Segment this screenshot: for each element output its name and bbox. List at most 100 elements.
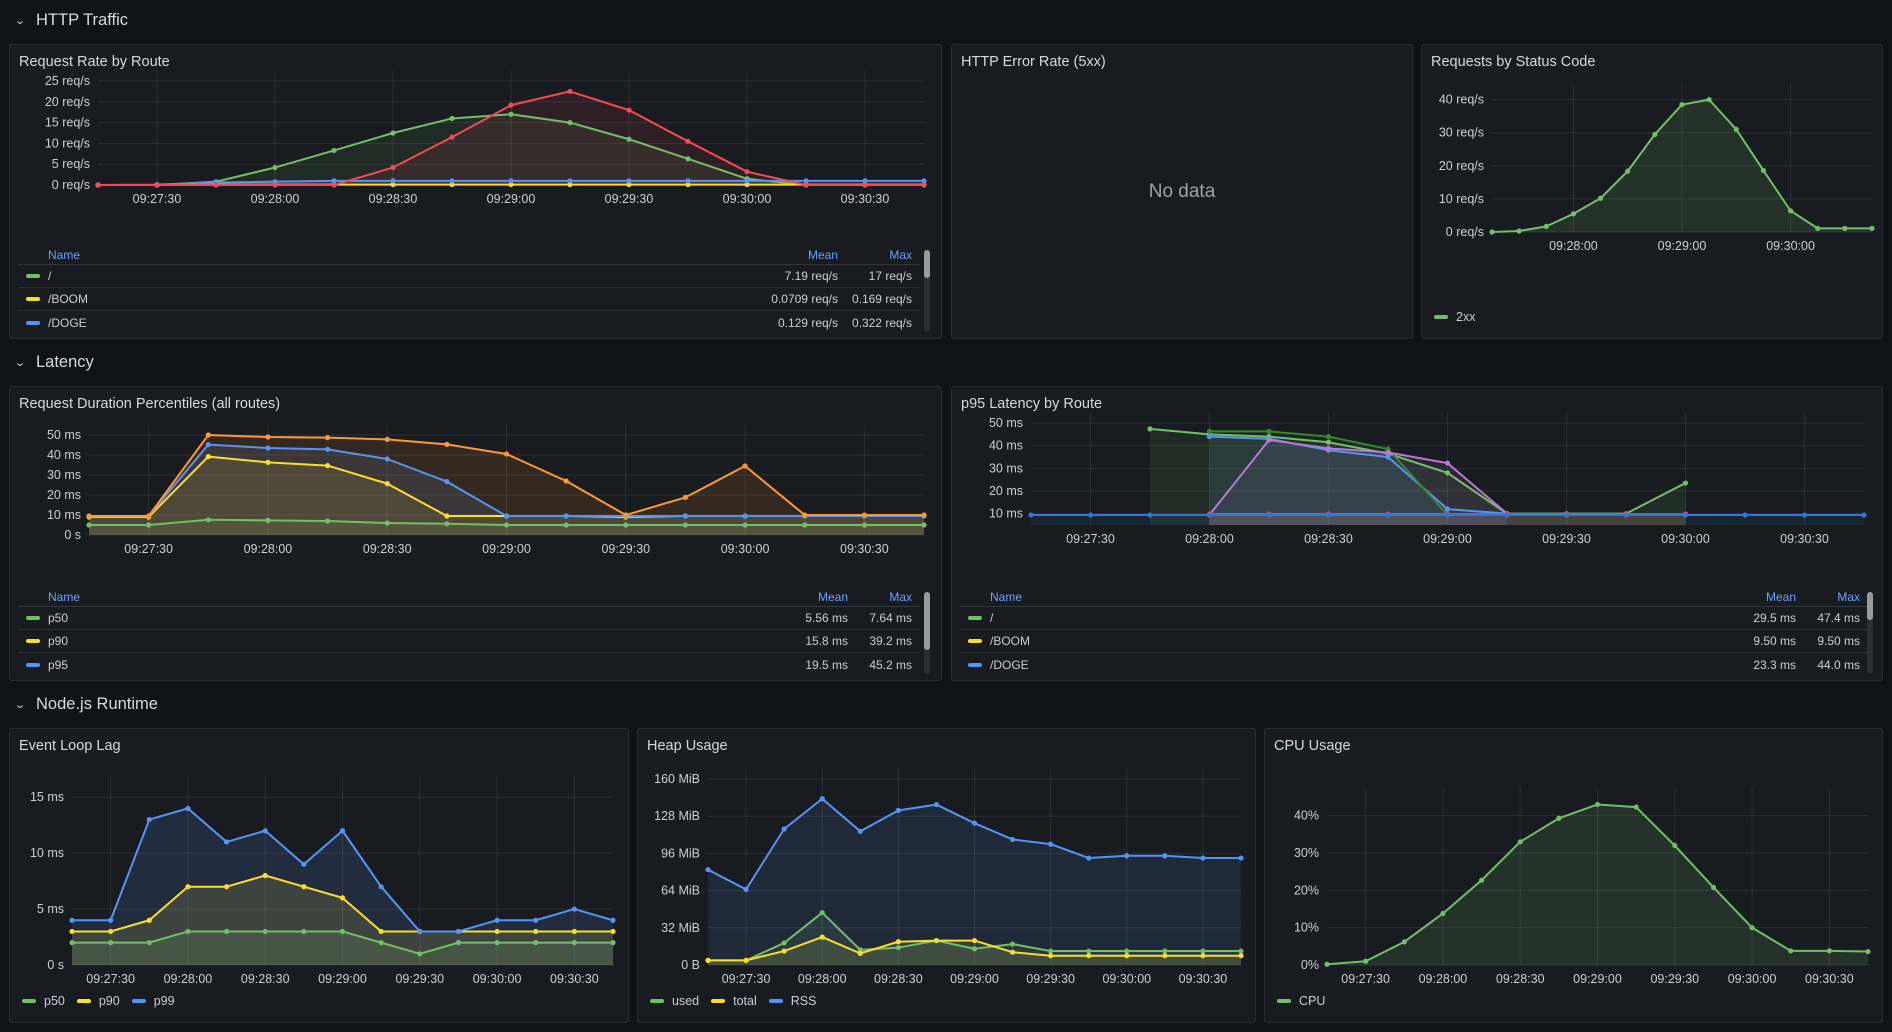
legend-scrollbar[interactable]	[924, 592, 930, 674]
data-point	[108, 940, 114, 946]
legend-header-name[interactable]: Name	[48, 247, 81, 262]
series-lines	[1489, 97, 1875, 235]
data-point	[1086, 948, 1092, 954]
series-max: 0.169 req/s	[851, 292, 912, 306]
legend-row[interactable]: / 7.19 req/s 17 req/s	[18, 265, 920, 288]
data-point	[1489, 229, 1495, 235]
x-tick-label: 09:30:00	[473, 972, 522, 986]
data-point	[705, 867, 711, 873]
x-tick-label: 09:28:00	[244, 542, 293, 556]
legend-header-mean[interactable]: Mean	[817, 589, 848, 604]
panel-duration-percentiles[interactable]: Request Duration Percentiles (all routes…	[9, 386, 942, 681]
y-tick-label: 10%	[1294, 921, 1319, 935]
series-color-swatch	[26, 639, 40, 643]
legend-row[interactable]: / 29.5 ms 47.4 ms	[960, 607, 1868, 630]
row-header-nodejs-runtime[interactable]: ⌄ Node.js Runtime	[14, 692, 158, 716]
legend-row[interactable]: p95 19.5 ms 45.2 ms	[18, 653, 920, 676]
legend-row[interactable]: /BOOM 9.50 ms 9.50 ms	[960, 630, 1868, 653]
legend-item[interactable]: p99	[131, 994, 175, 1008]
row-header-latency[interactable]: ⌄ Latency	[14, 350, 94, 374]
series-area-cpu	[1327, 804, 1868, 965]
panel-title: Request Rate by Route	[19, 54, 170, 70]
legend-row[interactable]: /BOOM 0.0709 req/s 0.169 req/s	[18, 288, 920, 311]
panel-p95-latency-route[interactable]: p95 Latency by Route 10 ms 20 ms 30 ms 40 m…	[951, 386, 1883, 681]
data-point	[781, 826, 787, 832]
data-point	[417, 928, 423, 935]
legend-header-max[interactable]: Max	[889, 589, 912, 604]
series-area-2xx	[1492, 99, 1872, 232]
no-data-message: No data	[1148, 180, 1216, 202]
data-point	[1162, 948, 1168, 954]
data-point	[417, 951, 423, 957]
chart-cpu-usage: 0% 10% 20% 30% 40% 09:27:30 09:28:00 09:28:30 09…	[1294, 787, 1871, 986]
data-point	[508, 102, 514, 108]
series-color-swatch	[1277, 999, 1291, 1003]
series-name: p90	[98, 994, 120, 1008]
data-point	[384, 456, 390, 462]
panel-cpu-usage[interactable]: CPU Usage 0% 10% 20% 30% 40% 09:27:30 09:28:00…	[1264, 728, 1883, 1023]
series-name: p90	[48, 634, 69, 648]
legend-header-max[interactable]: Max	[1837, 589, 1860, 604]
x-tick-label: 09:28:30	[874, 972, 923, 986]
legend-item[interactable]: 2xx	[1434, 310, 1475, 324]
legend-item[interactable]: RSS	[768, 994, 816, 1008]
legend-row[interactable]: /DOGE 23.3 ms 44.0 ms	[960, 653, 1868, 676]
data-point	[331, 147, 337, 154]
series-max: 7.64 ms	[869, 611, 912, 625]
data-point	[567, 181, 573, 188]
x-tick-label: 09:27:30	[86, 972, 135, 986]
data-point	[781, 948, 787, 954]
data-point	[1124, 953, 1130, 959]
legend-item[interactable]: p50	[22, 994, 65, 1008]
legend-item[interactable]: CPU	[1277, 994, 1325, 1008]
panel-error-rate[interactable]: HTTP Error Rate (5xx) No data	[951, 44, 1413, 339]
panel-request-rate[interactable]: Request Rate by Route 0 req/s 5 req/s 10 r…	[9, 44, 942, 339]
legend-item[interactable]: p90	[76, 994, 120, 1008]
legend-header-name[interactable]: Name	[990, 589, 1023, 604]
data-point	[1749, 925, 1755, 931]
panel-heap-usage[interactable]: Heap Usage 0 B 32 MiB 64 MiB 96 MiB 128 MiB 1…	[637, 728, 1256, 1023]
data-point	[685, 156, 691, 162]
legend-row[interactable]: p90 15.8 ms 39.2 ms	[18, 630, 920, 653]
legend-header-mean[interactable]: Mean	[807, 247, 838, 262]
data-point	[146, 522, 152, 528]
data-point	[331, 178, 337, 184]
legend-scrollbar[interactable]	[924, 250, 930, 332]
series-color-swatch	[26, 297, 40, 301]
series-name: CPU	[1299, 994, 1326, 1008]
legend-row[interactable]: /DOGE 0.129 req/s 0.322 req/s	[18, 311, 920, 334]
data-point	[1842, 225, 1848, 231]
legend-item[interactable]: total	[711, 994, 757, 1008]
x-tick-label: 09:27:30	[133, 192, 182, 206]
legend-table: Name Mean Max / 7.19 req/s 17 req/s /BOO…	[18, 245, 920, 334]
legend-row[interactable]: p50 5.56 ms 7.64 ms	[18, 607, 920, 630]
legend-scrollbar[interactable]	[1867, 592, 1873, 674]
legend-item[interactable]: used	[650, 994, 699, 1008]
row-header-http-traffic[interactable]: ⌄ HTTP Traffic	[14, 8, 128, 32]
y-tick-label: 15 req/s	[45, 116, 90, 130]
panel-title: HTTP Error Rate (5xx)	[961, 54, 1106, 70]
data-point	[742, 513, 748, 519]
chart-request-rate: 0 req/s 5 req/s 10 req/s 15 req/s 20 req/s 25…	[45, 71, 927, 206]
series-name: /DOGE	[48, 315, 87, 330]
y-tick-label: 30 req/s	[1439, 126, 1484, 140]
data-point	[803, 182, 809, 188]
series-name: p50	[48, 611, 69, 625]
chart-event-loop-lag: 0 s 5 ms 10 ms 15 ms 09:27:30 09:28:00 09:28:3…	[30, 776, 616, 986]
legend-header-name[interactable]: Name	[48, 589, 81, 604]
x-tick-label: 09:30:30	[1780, 532, 1829, 546]
y-tick-label: 40 ms	[989, 439, 1023, 453]
data-point	[508, 181, 514, 188]
legend-header-max[interactable]: Max	[889, 247, 912, 262]
data-point	[108, 917, 114, 923]
data-point	[1742, 512, 1748, 518]
legend-header-mean[interactable]: Mean	[1765, 589, 1796, 604]
data-point	[378, 940, 384, 946]
panel-event-loop-lag[interactable]: Event Loop Lag 0 s 5 ms 10 ms 15 ms 09:27:30…	[9, 728, 629, 1023]
y-tick-label: 0 B	[681, 958, 700, 972]
data-point	[803, 178, 809, 184]
panel-status-code[interactable]: Requests by Status Code 0 req/s 10 req/s 2…	[1421, 44, 1883, 339]
data-point	[895, 807, 901, 813]
data-point	[272, 164, 278, 171]
data-point	[1324, 961, 1330, 967]
